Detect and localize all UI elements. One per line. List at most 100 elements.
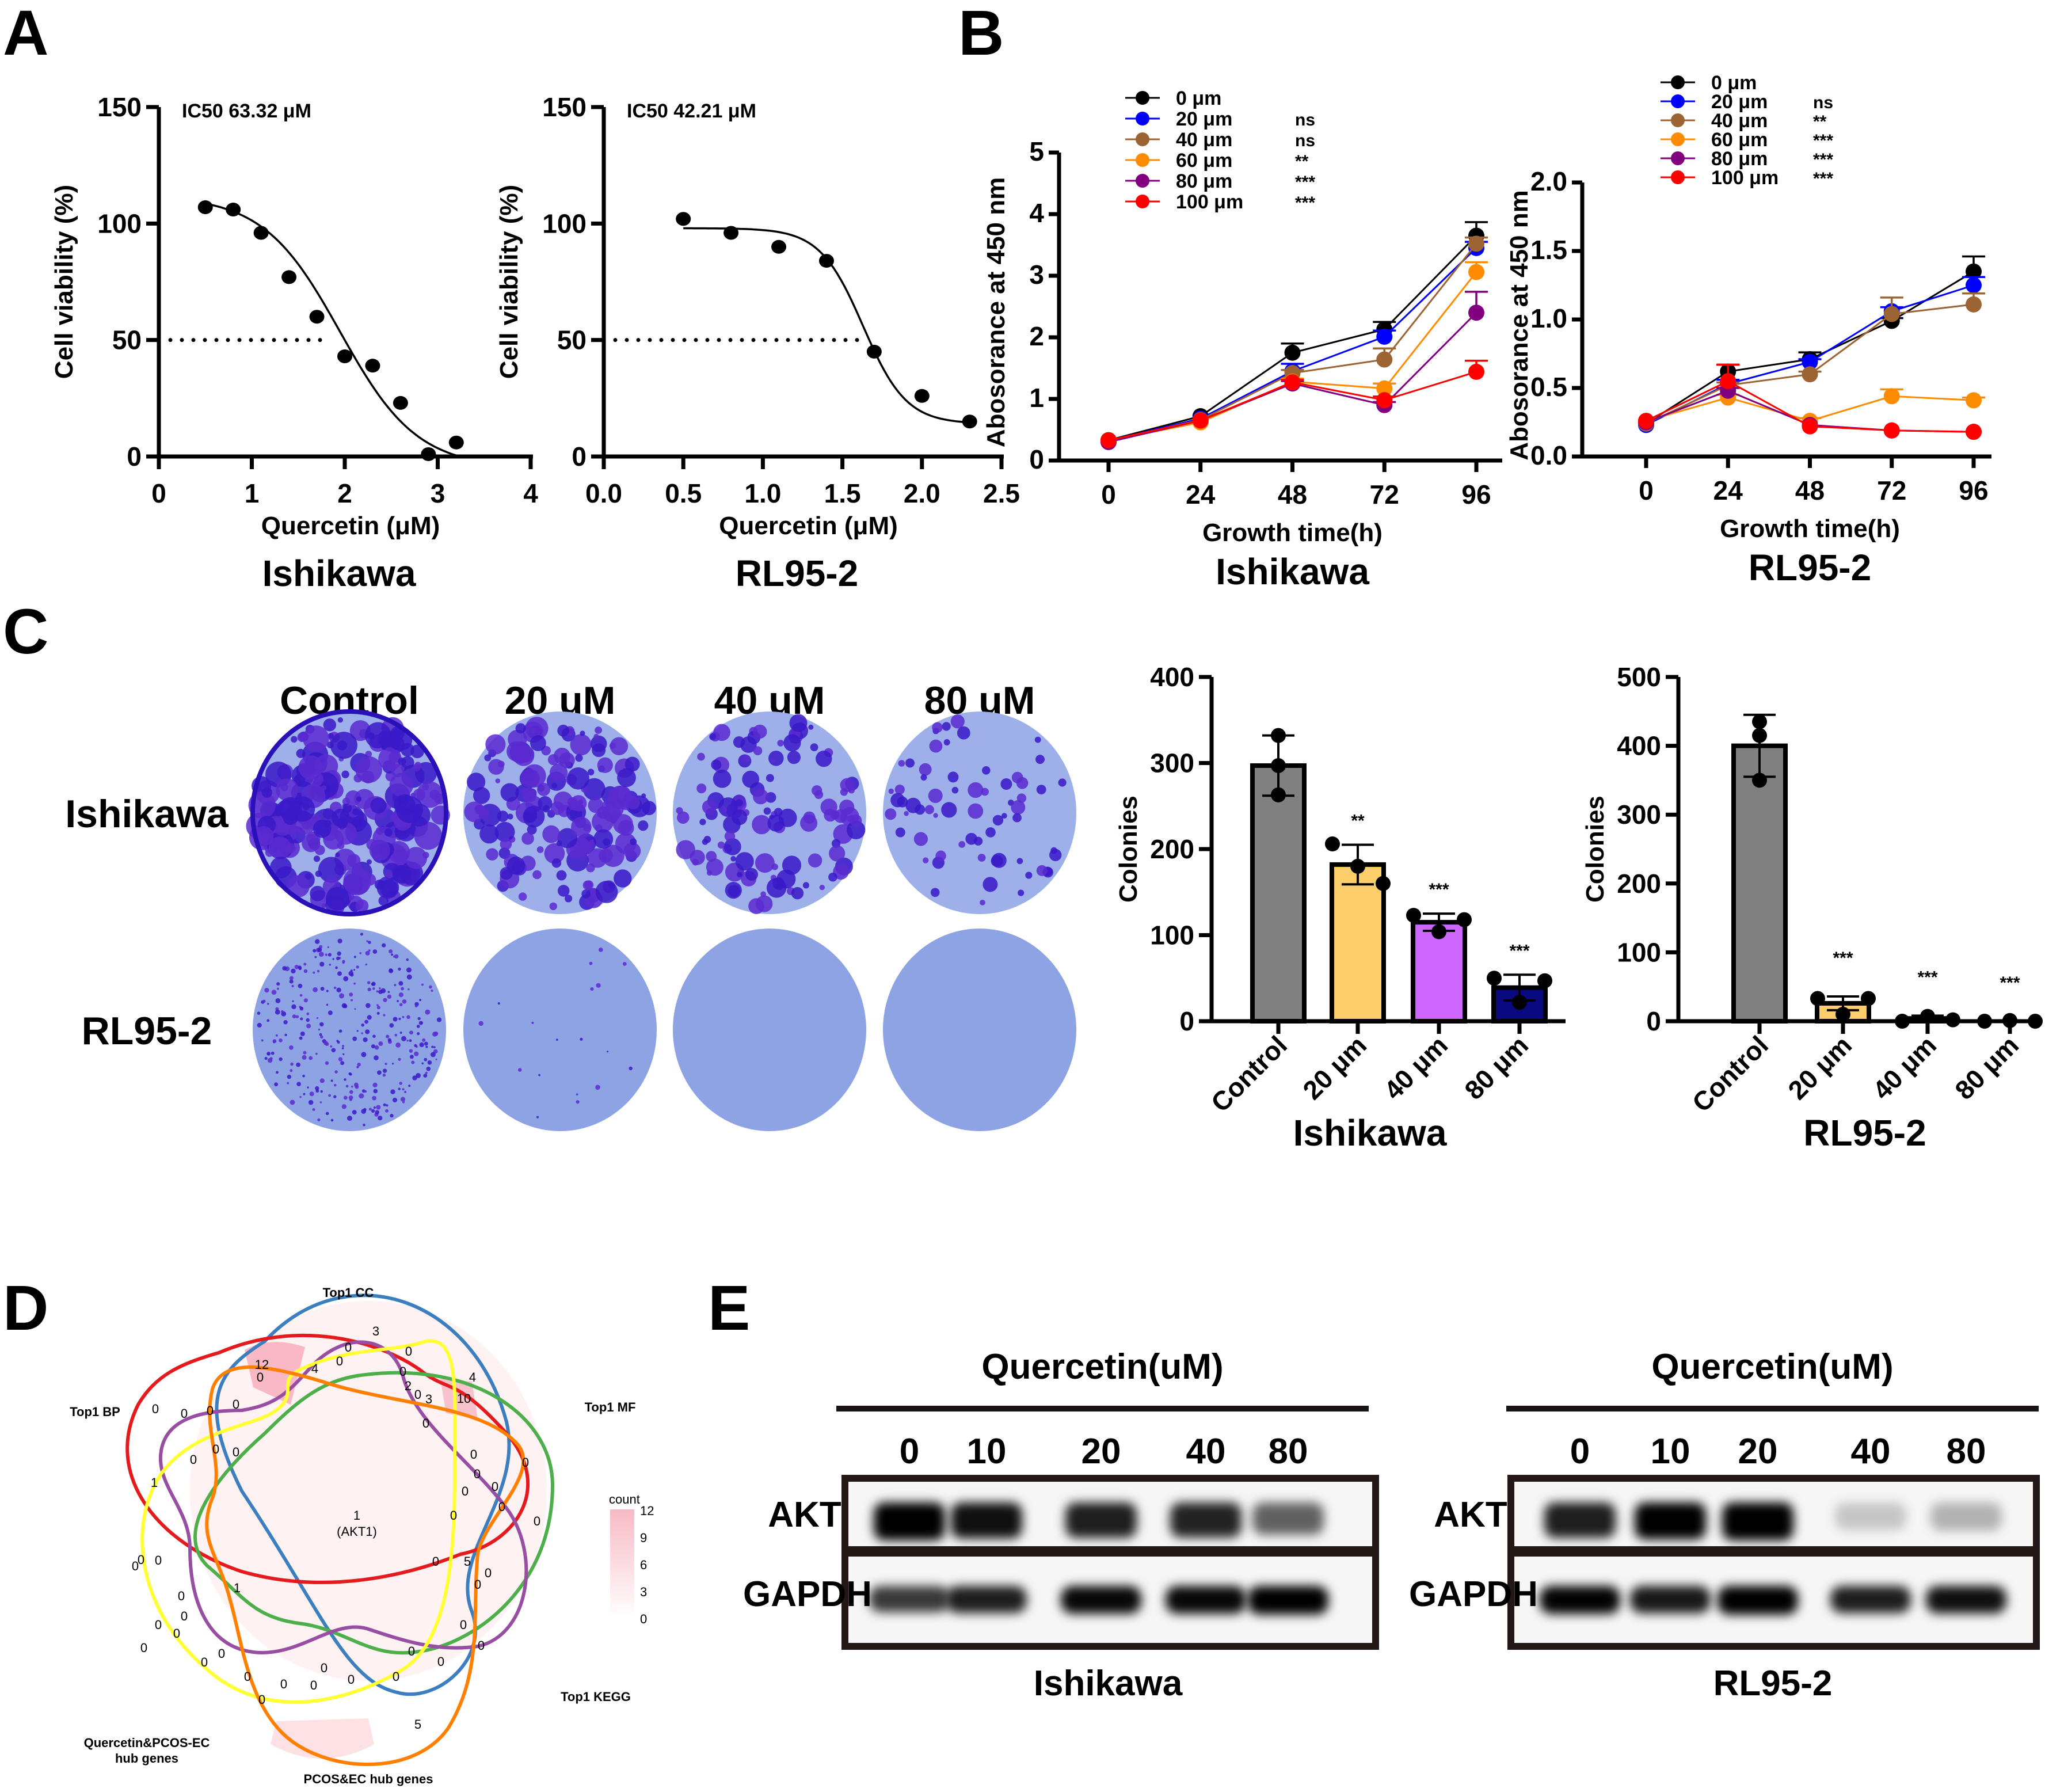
colony (1025, 872, 1033, 879)
colony (580, 1037, 583, 1041)
colony (289, 976, 294, 980)
colony (290, 1069, 293, 1072)
colony (791, 887, 804, 900)
gapdh-band (1926, 1586, 2006, 1614)
colony (352, 1110, 357, 1115)
gapdh-band (1630, 1586, 1711, 1614)
colony (316, 1017, 318, 1019)
legend-significance: ** (1813, 112, 1827, 131)
colony (398, 992, 404, 998)
colony (624, 756, 640, 772)
colony (711, 759, 722, 770)
data-point (962, 414, 977, 429)
venn-set-label: PCOS&EC hub genes (304, 1772, 433, 1786)
y-tick-label: 50 (112, 325, 142, 355)
venn-region-count: 0 (218, 1646, 225, 1661)
colony (326, 1003, 329, 1006)
legend-significance: *** (1295, 173, 1315, 192)
colony (292, 1014, 296, 1019)
colony (275, 998, 281, 1003)
colony (816, 750, 832, 767)
x-tick-label: 40 μm (1867, 1030, 1942, 1105)
colony (274, 1082, 278, 1087)
colony (338, 1057, 343, 1061)
colony (325, 1112, 329, 1116)
venn-region-count: 3 (425, 1392, 432, 1406)
colony (409, 1039, 412, 1043)
colony (275, 1034, 278, 1037)
colony (556, 870, 567, 881)
legend-tick-label: 0 (640, 1612, 647, 1626)
gapdh-band (1166, 1586, 1246, 1614)
colony (296, 748, 306, 758)
data-point (914, 389, 930, 403)
colony (339, 993, 344, 999)
data-point (1966, 296, 1982, 313)
colony (325, 887, 349, 911)
data-point (1376, 392, 1393, 409)
colony (303, 1051, 307, 1055)
data-point (1966, 277, 1982, 294)
venn-region-count: 0 (336, 1354, 343, 1368)
venn-region-count: 0 (140, 1641, 147, 1655)
colony (320, 1090, 323, 1093)
colony (283, 1020, 288, 1025)
colony (341, 1104, 346, 1109)
colony (386, 871, 393, 878)
colony (828, 872, 837, 882)
colony (366, 940, 368, 942)
venn-region-count: 1 (234, 1581, 241, 1595)
data-point (1802, 353, 1818, 370)
data-point (1468, 235, 1484, 252)
colony (692, 859, 699, 866)
colony (542, 825, 561, 843)
fit-curve (205, 202, 457, 456)
colony (599, 948, 603, 952)
legend-marker (1671, 75, 1685, 89)
colony (378, 990, 383, 994)
colony (394, 1033, 398, 1037)
colony (484, 754, 492, 762)
venn-region-count: 0 (522, 1455, 529, 1470)
colony (299, 994, 303, 997)
x-tick-label: 80 μm (1949, 1030, 2024, 1105)
colony (894, 785, 905, 795)
replicate-point (2002, 1013, 2017, 1028)
colony (371, 983, 374, 986)
dish-plate (673, 929, 866, 1131)
colony (351, 1085, 353, 1088)
colony (319, 1033, 322, 1036)
colony (264, 988, 269, 993)
dose-label: 0 (1570, 1432, 1590, 1471)
colony (308, 1099, 314, 1105)
colony (752, 815, 771, 835)
colony (810, 743, 818, 751)
colony (408, 1085, 411, 1087)
legend-marker (1136, 91, 1149, 105)
x-tick-label: 0.5 (665, 478, 702, 508)
cell-line-caption: RL95-2 (1713, 1664, 1833, 1703)
venn-region-count: 0 (181, 1609, 188, 1623)
y-tick-label: 0 (127, 442, 142, 471)
blot-treatment-title: Quercetin(uM) (1651, 1347, 1893, 1387)
x-tick-label: 72 (1877, 475, 1906, 505)
colony (302, 834, 321, 853)
replicate-point (1895, 1014, 1910, 1029)
colony (321, 785, 327, 791)
x-tick-label: 48 (1278, 480, 1307, 509)
colony (319, 1101, 322, 1104)
colony (349, 1090, 353, 1094)
colony (367, 1015, 372, 1020)
gapdh-band (869, 1586, 950, 1612)
colony (382, 1074, 386, 1077)
venn-set-label: Top1 CC (323, 1285, 374, 1300)
panel-label-e: E (708, 1273, 750, 1344)
colony (287, 1074, 292, 1079)
colony (335, 966, 338, 969)
data-point (393, 395, 408, 410)
colony (638, 820, 649, 831)
colony (416, 1025, 420, 1028)
